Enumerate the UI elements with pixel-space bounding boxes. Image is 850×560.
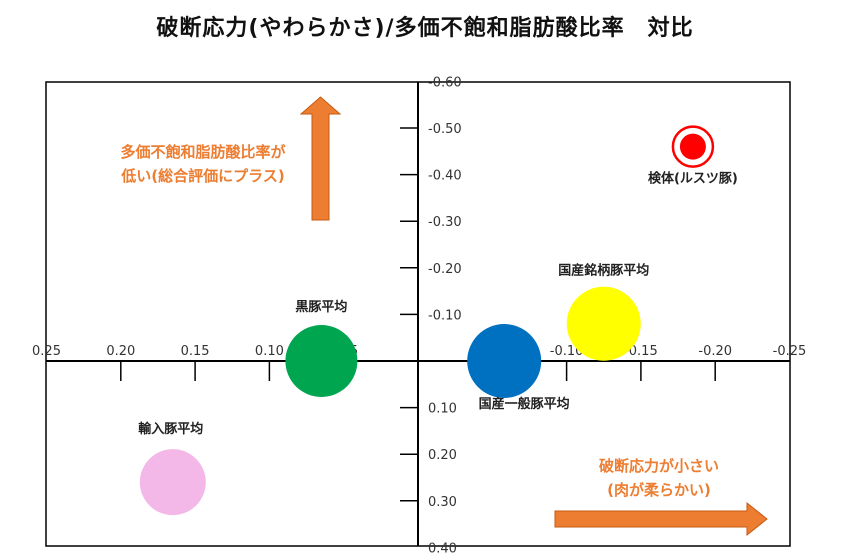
up-arrow: [299, 96, 342, 221]
y-tick-label: 0.20: [428, 448, 457, 463]
data-point: [139, 449, 206, 516]
data-point: [285, 325, 358, 397]
point-label: 輸入豚平均: [138, 421, 203, 437]
y-tick-label: 0.40: [428, 541, 457, 556]
right-arrow-label: 破断応力が小さい: [599, 457, 719, 475]
y-tick-label: -0.40: [428, 169, 462, 184]
x-tick-label: -0.10: [550, 344, 584, 359]
y-tick-label: 0.10: [428, 402, 457, 417]
y-tick-label: -0.20: [428, 262, 462, 277]
point-label: 国産一般豚平均: [479, 396, 570, 412]
right-arrow-label: (肉が柔らかい): [607, 481, 711, 499]
points-layer: [139, 125, 715, 516]
y-tick-label: -0.30: [428, 215, 462, 230]
x-tick-label: 0.25: [32, 344, 61, 359]
point-label: 国産銘柄豚平均: [558, 263, 649, 279]
point-label: 検体(ルスツ豚): [648, 171, 738, 187]
x-tick-label: 0.20: [106, 344, 135, 359]
x-tick-label: -0.15: [624, 344, 658, 359]
y-tick-label: -0.10: [428, 308, 462, 323]
x-tick-label: -0.25: [773, 344, 807, 359]
data-point: [467, 324, 542, 398]
up-arrow-label: 多価不飽和脂肪酸比率が: [120, 143, 286, 161]
y-tick-label: -0.60: [428, 75, 462, 90]
point-label: 黒豚平均: [295, 299, 347, 315]
chart-title: 破断応力(やわらかさ)/多価不飽和脂肪酸比率 対比: [156, 16, 694, 41]
x-tick-label: -0.20: [698, 344, 732, 359]
data-point: [566, 286, 641, 361]
x-tick-label: 0.15: [181, 344, 210, 359]
x-tick-label: 0.10: [255, 344, 284, 359]
y-tick-label: 0.30: [428, 495, 457, 510]
y-tick-label: -0.50: [428, 122, 462, 137]
sample-point: [679, 133, 706, 160]
up-arrow-label: 低い(総合評価にプラス): [120, 167, 284, 185]
right-arrow: [554, 501, 768, 537]
